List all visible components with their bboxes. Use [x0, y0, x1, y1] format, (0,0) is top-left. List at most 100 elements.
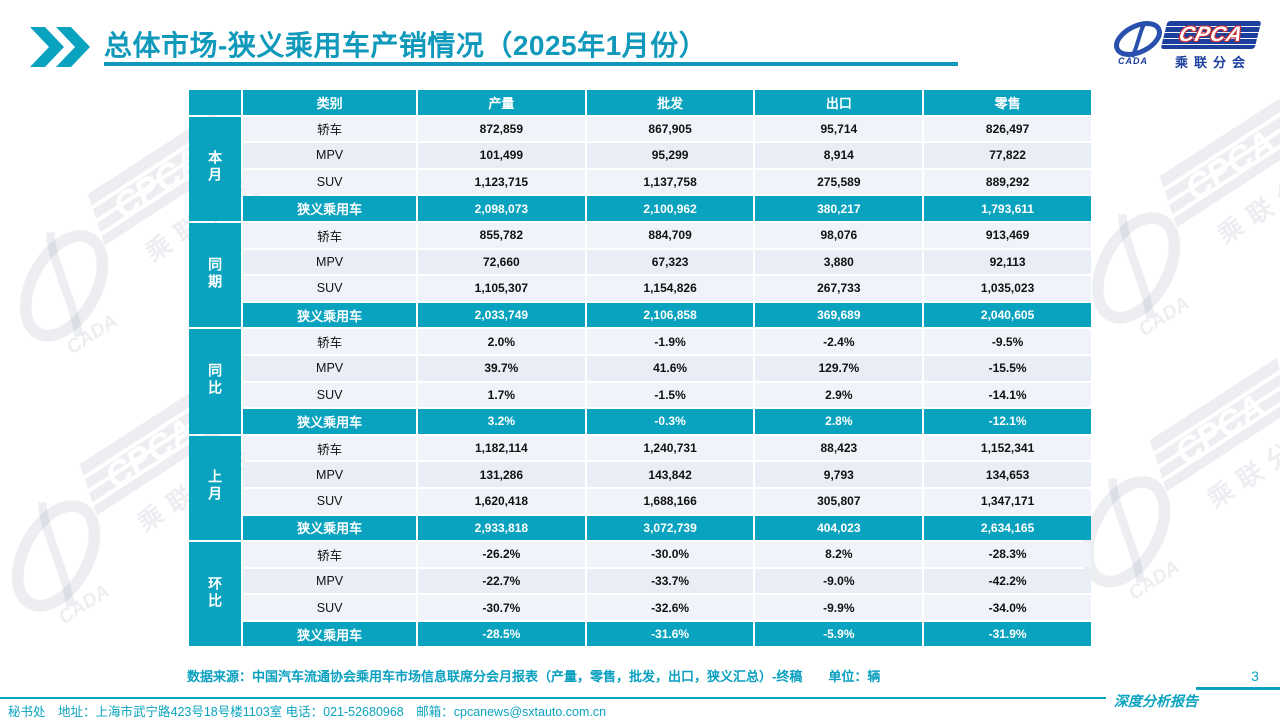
- summary-value-cell: -12.1%: [924, 409, 1091, 434]
- value-cell: 872,859: [417, 116, 585, 142]
- value-cell: 1,137,758: [586, 169, 754, 195]
- table-row: 本月 轿车 872,859 867,905 95,714 826,497: [189, 116, 1091, 221]
- cada-swoosh-icon: [1112, 20, 1164, 65]
- category-cell: SUV: [243, 595, 416, 620]
- value-cell: 1,620,418: [417, 488, 585, 514]
- summary-label-cell: 狭义乘用车: [243, 515, 416, 541]
- value-cell: 1,240,731: [586, 435, 754, 461]
- summary-value-cell: 2,098,073: [417, 196, 585, 221]
- table-row: 同比 轿车 2.0% -1.9% -2.4% -9.5%: [189, 329, 1091, 434]
- table-row: 环比 轿车 -26.2% -30.0% 8.2% -28.3%: [189, 542, 1091, 647]
- value-cell: 9,793: [755, 462, 923, 487]
- table-row: 同期 轿车 855,782 884,709 98,076 913,469: [189, 222, 1091, 328]
- group-label: 同期: [207, 256, 224, 291]
- group-cell: 同期: [189, 222, 242, 328]
- value-cell: -22.7%: [417, 568, 585, 594]
- corner-cell: [189, 90, 242, 115]
- value-cell: 67,323: [586, 249, 754, 275]
- value-cell: 134,653: [924, 462, 1091, 487]
- value-cell: 1,035,023: [924, 276, 1091, 301]
- value-cell: 92,113: [924, 249, 1091, 275]
- summary-value-cell: -0.3%: [586, 409, 754, 434]
- value-cell: -1.5%: [586, 382, 754, 408]
- column-header: 产量: [417, 90, 585, 115]
- category-cell: SUV: [243, 276, 416, 301]
- value-cell: -26.2%: [417, 542, 585, 567]
- value-cell: -30.0%: [586, 542, 754, 567]
- summary-row: 狭义乘用车 3.2% -0.3% 2.8% -12.1%: [189, 409, 1091, 434]
- table-row: SUV 1,105,307 1,154,826 267,733 1,035,023: [189, 276, 1091, 301]
- value-cell: 1.7%: [417, 382, 585, 408]
- summary-value-cell: 1,793,611: [924, 196, 1091, 221]
- summary-value-cell: 369,689: [755, 302, 923, 328]
- summary-value-cell: 404,023: [755, 515, 923, 541]
- value-cell: 39.7%: [417, 355, 585, 381]
- value-cell: 884,709: [586, 222, 754, 248]
- value-cell: 8.2%: [755, 542, 923, 567]
- summary-value-cell: 2,634,165: [924, 515, 1091, 541]
- value-cell: 1,105,307: [417, 276, 585, 301]
- summary-value-cell: -31.9%: [924, 621, 1091, 647]
- value-cell: -9.0%: [755, 568, 923, 594]
- value-cell: 3,880: [755, 249, 923, 275]
- report-type-label: 深度分析报告: [1114, 695, 1198, 710]
- value-cell: 1,347,171: [924, 488, 1091, 514]
- summary-row: 狭义乘用车 2,033,749 2,106,858 369,689 2,040,605: [189, 302, 1091, 328]
- value-cell: 305,807: [755, 488, 923, 514]
- value-cell: 131,286: [417, 462, 585, 487]
- value-cell: -9.9%: [755, 595, 923, 620]
- value-cell: 1,123,715: [417, 169, 585, 195]
- summary-label-cell: 狭义乘用车: [243, 302, 416, 328]
- group-label: 环比: [207, 575, 224, 610]
- category-cell: MPV: [243, 355, 416, 381]
- category-cell: SUV: [243, 169, 416, 195]
- value-cell: 267,733: [755, 276, 923, 301]
- value-cell: 101,499: [417, 143, 585, 168]
- value-cell: 72,660: [417, 249, 585, 275]
- group-label: 上月: [207, 469, 224, 504]
- value-cell: 889,292: [924, 169, 1091, 195]
- value-cell: 129.7%: [755, 355, 923, 381]
- title-underline: [104, 62, 958, 66]
- summary-value-cell: 2,106,858: [586, 302, 754, 328]
- value-cell: 98,076: [755, 222, 923, 248]
- column-header: 出口: [755, 90, 923, 115]
- footer-divider: [0, 697, 1106, 699]
- value-cell: -9.5%: [924, 329, 1091, 354]
- column-header: 批发: [586, 90, 754, 115]
- value-cell: 143,842: [586, 462, 754, 487]
- category-cell: SUV: [243, 382, 416, 408]
- value-cell: -2.4%: [755, 329, 923, 354]
- value-cell: 77,822: [924, 143, 1091, 168]
- category-cell: 轿车: [243, 222, 416, 248]
- value-cell: 1,182,114: [417, 435, 585, 461]
- value-cell: 867,905: [586, 116, 754, 142]
- summary-row: 狭义乘用车 -28.5% -31.6% -5.9% -31.9%: [189, 621, 1091, 647]
- summary-value-cell: 380,217: [755, 196, 923, 221]
- summary-value-cell: -5.9%: [755, 621, 923, 647]
- table-row: SUV 1,123,715 1,137,758 275,589 889,292: [189, 169, 1091, 195]
- data-source-note: 数据来源：中国汽车流通协会乘用车市场信息联席分会月报表（产量，零售，批发，出口，…: [187, 669, 881, 684]
- category-cell: SUV: [243, 488, 416, 514]
- category-cell: MPV: [243, 462, 416, 487]
- category-cell: MPV: [243, 143, 416, 168]
- value-cell: 95,299: [586, 143, 754, 168]
- summary-value-cell: 2,040,605: [924, 302, 1091, 328]
- cpca-chinese-name: 乘联分会: [1174, 55, 1251, 70]
- summary-value-cell: 3,072,739: [586, 515, 754, 541]
- market-data-table: 类别 产量 批发 出口 零售 本月 轿车 872,859 867,905 95,714 826,49…: [187, 88, 1093, 648]
- summary-label-cell: 狭义乘用车: [243, 196, 416, 221]
- value-cell: -32.6%: [586, 595, 754, 620]
- table-row: SUV 1.7% -1.5% 2.9% -14.1%: [189, 382, 1091, 408]
- value-cell: -15.5%: [924, 355, 1091, 381]
- table-header-row: 类别 产量 批发 出口 零售: [189, 90, 1091, 115]
- value-cell: 2.9%: [755, 382, 923, 408]
- category-cell: 轿车: [243, 329, 416, 354]
- summary-value-cell: 2,033,749: [417, 302, 585, 328]
- category-cell: 轿车: [243, 435, 416, 461]
- value-cell: 95,714: [755, 116, 923, 142]
- value-cell: 275,589: [755, 169, 923, 195]
- summary-value-cell: -28.5%: [417, 621, 585, 647]
- group-cell: 上月: [189, 435, 242, 541]
